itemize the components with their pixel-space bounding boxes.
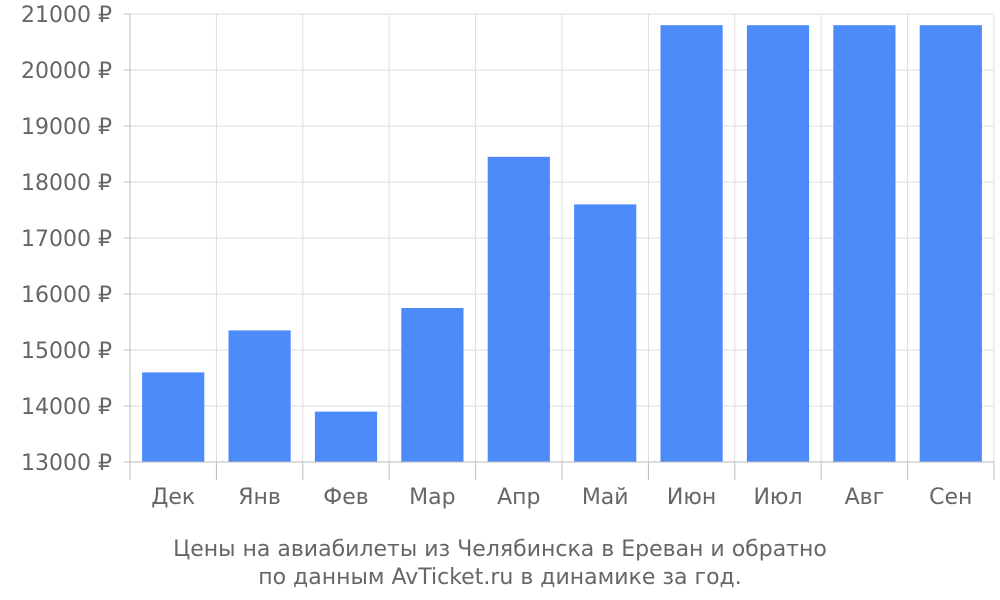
bar: [919, 25, 982, 462]
y-tick-label: 14000 ₽: [21, 395, 112, 420]
grid: [129, 13, 995, 463]
chart-caption: Цены на авиабилеты из Челябинска в Ерева…: [173, 537, 827, 590]
bar: [228, 330, 291, 462]
x-tick-label: Сен: [929, 485, 972, 510]
bar: [401, 308, 464, 462]
y-tick-label: 16000 ₽: [21, 283, 112, 308]
y-tick-label: 15000 ₽: [21, 339, 112, 364]
caption-line-1: Цены на авиабилеты из Челябинска в Ерева…: [173, 537, 827, 562]
axes: [124, 13, 995, 480]
bar: [574, 204, 637, 462]
bar: [487, 156, 550, 463]
bar: [314, 411, 378, 462]
x-tick-label: Июл: [753, 485, 802, 510]
bar: [833, 25, 896, 462]
x-tick-label: Май: [582, 485, 629, 510]
x-tick-label: Фев: [323, 485, 368, 510]
y-tick-label: 18000 ₽: [21, 171, 112, 196]
x-tick-label: Июн: [667, 485, 716, 510]
y-tick-label: 21000 ₽: [21, 3, 112, 28]
y-tick-label: 13000 ₽: [21, 451, 112, 476]
bar: [746, 25, 810, 462]
y-tick-label: 17000 ₽: [21, 227, 112, 252]
x-tick-label: Авг: [845, 485, 885, 510]
bars: [142, 25, 982, 463]
x-tick-label: Мар: [409, 485, 455, 510]
x-tick-label: Апр: [497, 485, 540, 510]
y-tick-label: 20000 ₽: [21, 59, 112, 84]
bar: [142, 372, 205, 462]
x-tick-label: Янв: [238, 485, 281, 510]
caption-line-2: по данным AvTicket.ru в динамике за год.: [258, 565, 742, 590]
y-tick-label: 19000 ₽: [21, 115, 112, 140]
tick-labels: 13000 ₽ 14000 ₽ 15000 ₽ 16000 ₽ 17000 ₽ 18000…: [21, 3, 972, 510]
bar: [660, 25, 723, 462]
x-tick-label: Дек: [151, 485, 195, 510]
